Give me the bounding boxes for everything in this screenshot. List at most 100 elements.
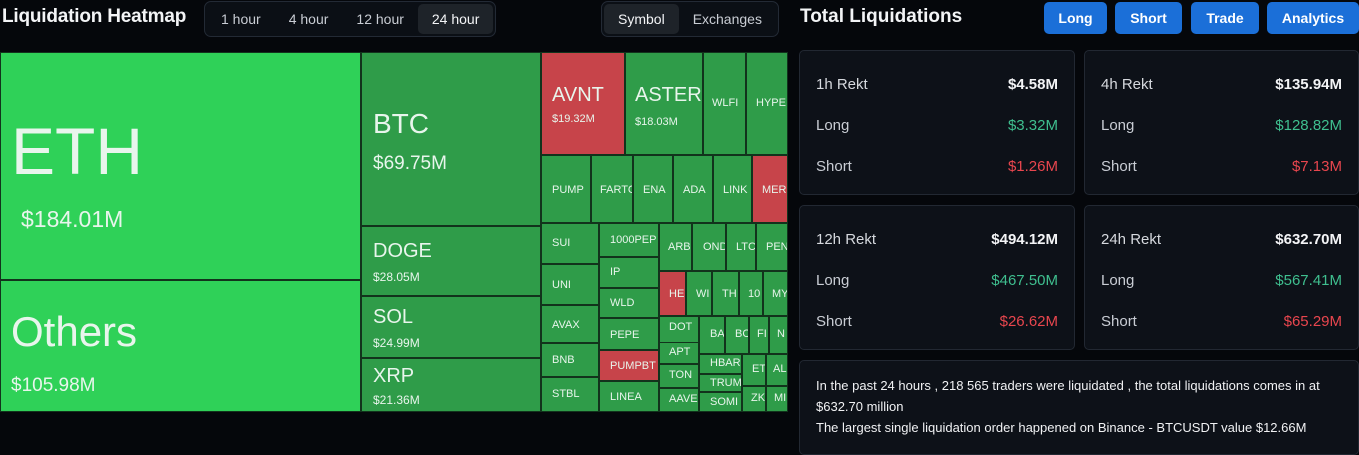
- tile-name: AVNT: [552, 84, 604, 106]
- long-button[interactable]: Long: [1044, 2, 1107, 34]
- tile-name: FI: [757, 328, 767, 340]
- tile-name: TON: [669, 369, 693, 381]
- tile-name: BNB: [552, 354, 575, 366]
- tile-name: DOT: [669, 321, 693, 333]
- tile-name: AL: [773, 363, 787, 375]
- tile-eth[interactable]: ETH $184.01M: [0, 52, 361, 280]
- short-button[interactable]: Short: [1115, 2, 1182, 34]
- tile-ond[interactable]: OND: [692, 223, 726, 271]
- tab-4-hour[interactable]: 4 hour: [288, 11, 329, 27]
- long-value: $3.32M: [1007, 117, 1058, 134]
- tab-12-hour[interactable]: 12 hour: [356, 11, 404, 27]
- rekt-card-4h: 4h Rekt $135.94M Long $128.82M Short $7.…: [1084, 50, 1359, 195]
- tile-ton[interactable]: TON: [659, 364, 699, 388]
- tile-name: PEN: [766, 241, 788, 253]
- tab-1-hour[interactable]: 1 hour: [221, 11, 261, 27]
- tile-somi[interactable]: SOMI: [699, 392, 742, 412]
- card-total: $494.12M: [991, 231, 1058, 248]
- tile-hbar[interactable]: HBAR: [699, 354, 742, 374]
- tile-name: ASTER: [635, 84, 702, 106]
- tile-apt[interactable]: APT: [659, 342, 699, 364]
- tile-bc[interactable]: BC: [725, 316, 749, 354]
- liquidation-heatmap: ETH $184.01M Others $105.98M BTC $69.75M…: [0, 52, 788, 412]
- tile-he[interactable]: HE: [659, 271, 686, 316]
- tile-uni[interactable]: UNI: [541, 264, 599, 305]
- tile-wlfi[interactable]: WLFI: [703, 52, 746, 155]
- tile-ba[interactable]: BA: [699, 316, 725, 354]
- tile-name: ADA: [683, 184, 706, 196]
- tile-name: ETH: [11, 114, 143, 188]
- tile-aster[interactable]: ASTER $18.03M: [625, 52, 703, 155]
- time-range-tabs: 1 hour 4 hour 12 hour 24 hour: [204, 1, 497, 37]
- short-value: $1.26M: [1007, 158, 1058, 175]
- tile-n[interactable]: N: [769, 316, 788, 354]
- tile-name: ZK: [751, 392, 766, 404]
- rekt-card-24h: 24h Rekt $632.70M Long $567.41M Short $6…: [1084, 205, 1359, 350]
- tile-th[interactable]: TH: [712, 271, 739, 316]
- trade-button[interactable]: Trade: [1191, 2, 1259, 34]
- tile-link[interactable]: LINK: [713, 155, 752, 223]
- tile-al[interactable]: AL: [766, 354, 788, 386]
- tile-sol[interactable]: SOL $24.99M: [361, 296, 541, 358]
- tile-name: WLFI: [712, 97, 739, 109]
- liquidation-summary: In the past 24 hours , 218 565 traders w…: [799, 360, 1359, 455]
- tile-btc[interactable]: BTC $69.75M: [361, 52, 541, 226]
- tile-name: HYPE: [756, 97, 786, 109]
- rekt-card-1h: 1h Rekt $4.58M Long $3.32M Short $1.26M: [799, 50, 1075, 195]
- tile-value: $105.98M: [11, 375, 96, 396]
- tile-name: ARB: [668, 241, 691, 253]
- tile-fartc[interactable]: FARTC: [591, 155, 633, 223]
- tile-pepe[interactable]: PEPE: [599, 318, 659, 350]
- tile-avnt[interactable]: AVNT $19.32M: [541, 52, 625, 155]
- tile-et[interactable]: ET: [742, 354, 766, 386]
- card-total: $632.70M: [1275, 231, 1342, 248]
- tile-others[interactable]: Others $105.98M: [0, 280, 361, 412]
- tile-fi[interactable]: FI: [749, 316, 769, 354]
- long-label: Long: [1101, 117, 1135, 134]
- tab-symbol[interactable]: Symbol: [604, 4, 679, 34]
- tile-name: AVAX: [552, 319, 580, 331]
- tile-xrp[interactable]: XRP $21.36M: [361, 358, 541, 412]
- long-value: $567.41M: [1275, 272, 1342, 289]
- tile-avax[interactable]: AVAX: [541, 305, 599, 343]
- tile-mer[interactable]: MER: [752, 155, 788, 223]
- tile-name: AAVE: [669, 393, 698, 405]
- short-value: $26.62M: [999, 313, 1058, 330]
- tile-stbl[interactable]: STBL: [541, 377, 599, 412]
- tile-name: PEPE: [610, 329, 640, 341]
- tile-ltc[interactable]: LTC: [726, 223, 756, 271]
- tile-pump[interactable]: PUMP: [541, 155, 591, 223]
- tile-ip[interactable]: IP: [599, 257, 659, 288]
- page-title: Liquidation Heatmap: [2, 6, 187, 27]
- tile-bnb[interactable]: BNB: [541, 343, 599, 377]
- tab-exchanges[interactable]: Exchanges: [692, 11, 762, 27]
- tile-pumpbt[interactable]: PUMPBT: [599, 350, 659, 381]
- tile-linea[interactable]: LINEA: [599, 381, 659, 412]
- tile-trum[interactable]: TRUM: [699, 374, 742, 392]
- tile-doge[interactable]: DOGE $28.05M: [361, 226, 541, 296]
- tile-name: ENA: [643, 184, 666, 196]
- tile-value: $69.75M: [373, 153, 447, 174]
- tile-name: LTC: [736, 241, 756, 253]
- tile-ena[interactable]: ENA: [633, 155, 673, 223]
- tile-wld[interactable]: WLD: [599, 288, 659, 318]
- tab-24-hour[interactable]: 24 hour: [417, 4, 494, 34]
- tile-pen[interactable]: PEN: [756, 223, 788, 271]
- tile-mi[interactable]: MI: [766, 386, 788, 412]
- tile-sui[interactable]: SUI: [541, 223, 599, 264]
- tile-1000pep[interactable]: 1000PEP: [599, 223, 659, 257]
- tile-arb[interactable]: ARB: [659, 223, 692, 271]
- tile-hype[interactable]: HYPE: [746, 52, 788, 155]
- tile-name: IP: [610, 266, 621, 278]
- card-heading: 24h Rekt: [1101, 231, 1162, 248]
- analytics-button[interactable]: Analytics: [1267, 2, 1359, 34]
- tile-zk[interactable]: ZK: [742, 386, 766, 412]
- long-label: Long: [1101, 272, 1135, 289]
- tile-10[interactable]: 10: [739, 271, 763, 316]
- tile-name: OND: [703, 241, 726, 253]
- tile-wi[interactable]: WI: [686, 271, 712, 316]
- tile-aave[interactable]: AAVE: [659, 388, 699, 412]
- tile-my[interactable]: MY: [763, 271, 788, 316]
- short-label: Short: [816, 158, 852, 175]
- tile-ada[interactable]: ADA: [673, 155, 713, 223]
